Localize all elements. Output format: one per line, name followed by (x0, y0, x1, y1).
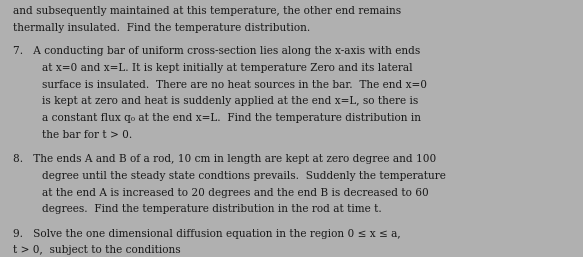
Text: 8.   The ends A and B of a rod, 10 cm in length are kept at zero degree and 100: 8. The ends A and B of a rod, 10 cm in l… (13, 154, 436, 164)
Text: 7.   A conducting bar of uniform cross-section lies along the x-axis with ends: 7. A conducting bar of uniform cross-sec… (13, 46, 420, 56)
Text: degrees.  Find the temperature distribution in the rod at time t.: degrees. Find the temperature distributi… (42, 204, 382, 214)
Text: 9.   Solve the one dimensional diffusion equation in the region 0 ≤ x ≤ a,: 9. Solve the one dimensional diffusion e… (13, 229, 401, 239)
Text: t > 0,  subject to the conditions: t > 0, subject to the conditions (13, 245, 181, 255)
Text: degree until the steady state condtions prevails.  Suddenly the temperature: degree until the steady state condtions … (42, 171, 446, 181)
Text: and subsequently maintained at this temperature, the other end remains: and subsequently maintained at this temp… (13, 6, 401, 16)
Text: a constant flux q₀ at the end x=L.  Find the temperature distribution in: a constant flux q₀ at the end x=L. Find … (42, 113, 421, 123)
Text: surface is insulated.  There are no heat sources in the bar.  The end x=0: surface is insulated. There are no heat … (42, 80, 427, 90)
Text: the bar for t > 0.: the bar for t > 0. (42, 130, 132, 140)
Text: thermally insulated.  Find the temperature distribution.: thermally insulated. Find the temperatur… (13, 23, 310, 33)
Text: at x=0 and x=L. It is kept initially at temperature Zero and its lateral: at x=0 and x=L. It is kept initially at … (42, 63, 413, 73)
Text: is kept at zero and heat is suddenly applied at the end x=L, so there is: is kept at zero and heat is suddenly app… (42, 96, 418, 106)
Text: at the end A is increased to 20 degrees and the end B is decreased to 60: at the end A is increased to 20 degrees … (42, 188, 429, 198)
